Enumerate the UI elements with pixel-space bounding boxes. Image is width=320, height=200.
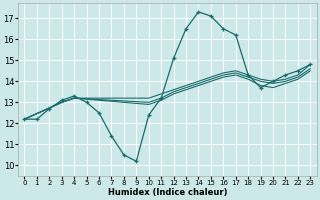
X-axis label: Humidex (Indice chaleur): Humidex (Indice chaleur) bbox=[108, 188, 227, 197]
